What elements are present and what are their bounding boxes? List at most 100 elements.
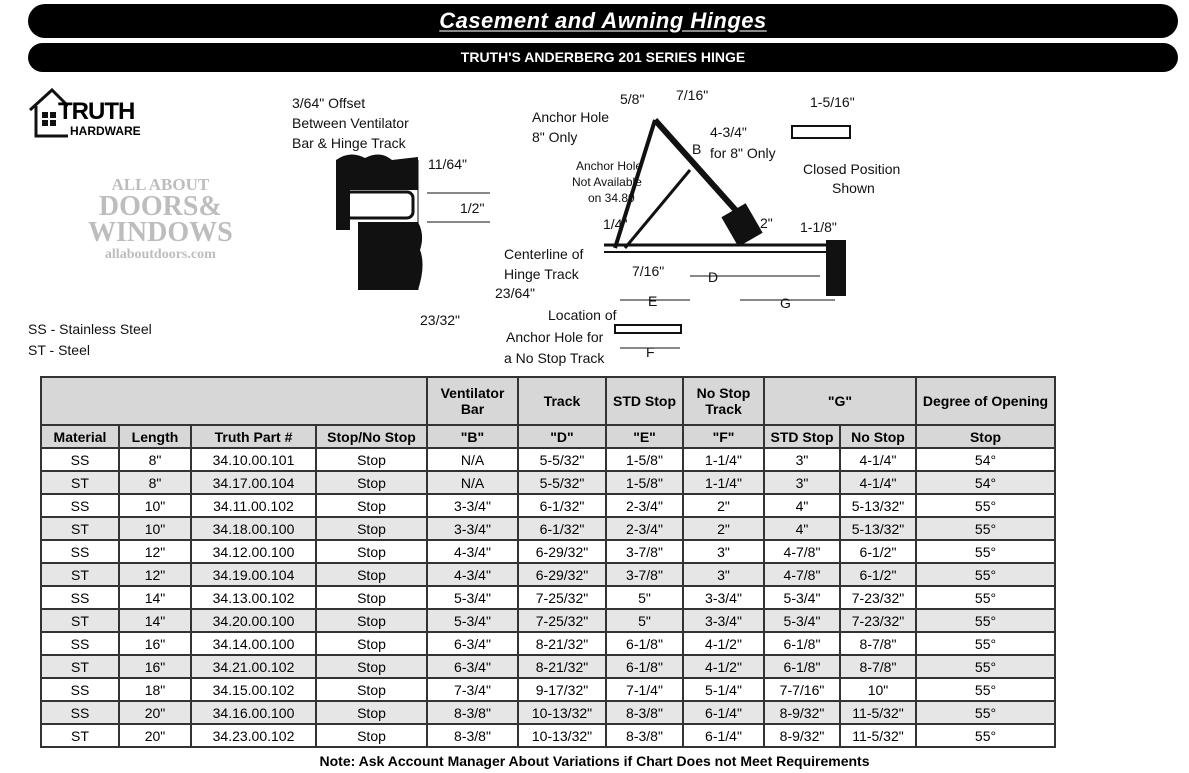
table-cell: Stop xyxy=(315,700,428,725)
table-cell: 34.21.00.102 xyxy=(190,654,317,679)
diagram-label: Bar & Hinge Track xyxy=(292,135,406,151)
table-cell: 4-7/8" xyxy=(763,562,841,587)
table-cell: 3-3/4" xyxy=(426,493,519,518)
diagram-label: 8" Only xyxy=(532,129,578,145)
watermark-line: ALL ABOUT xyxy=(111,175,210,194)
table-cell: 8" xyxy=(118,470,192,495)
column-header: Truth Part # xyxy=(190,424,317,449)
table-cell: 4-1/4" xyxy=(839,470,917,495)
table-cell: N/A xyxy=(426,470,519,495)
diagram-label: 7/16" xyxy=(632,263,665,279)
table-cell: 1-1/4" xyxy=(682,447,765,472)
column-header: "B" xyxy=(426,424,519,449)
table-cell: 10" xyxy=(118,516,192,541)
table-cell: 10" xyxy=(118,493,192,518)
truth-hardware-logo: TRUTH HARDWARE xyxy=(28,88,158,138)
table-cell: 3-3/4" xyxy=(426,516,519,541)
table-cell: 6-1/8" xyxy=(605,631,684,656)
legend-ss: SS - Stainless Steel xyxy=(28,321,152,337)
table-cell: SS xyxy=(40,585,120,610)
diagram-label: 23/64" xyxy=(495,285,536,301)
table-cell: 4-1/4" xyxy=(839,447,917,472)
table-cell: 34.13.00.102 xyxy=(190,585,317,610)
table-cell: SS xyxy=(40,539,120,564)
diagram-label: Shown xyxy=(832,180,875,196)
table-row: ST 8" 34.17.00.104 Stop N/A 5-5/32" 1-5/8" 1-1/… xyxy=(40,470,1056,495)
table-cell: 11-5/32" xyxy=(839,700,917,725)
table-cell: 34.11.00.102 xyxy=(190,493,317,518)
table-cell: 34.12.00.100 xyxy=(190,539,317,564)
table-cell: 11-5/32" xyxy=(839,723,917,748)
table-cell: 55° xyxy=(915,608,1056,633)
table-cell: 2-3/4" xyxy=(605,493,684,518)
group-header: Ventilator Bar xyxy=(426,376,519,426)
table-cell: 3-7/8" xyxy=(605,539,684,564)
table-cell: 6-1/2" xyxy=(839,539,917,564)
table-cell: 5-3/4" xyxy=(426,585,519,610)
table-cell: 3-3/4" xyxy=(682,608,765,633)
table-cell: 55° xyxy=(915,631,1056,656)
table-cell: 8-9/32" xyxy=(763,723,841,748)
column-header: Stop xyxy=(915,424,1056,449)
table-cell: SS xyxy=(40,447,120,472)
table-cell: 4-1/2" xyxy=(682,631,765,656)
diagram-label: E xyxy=(648,293,658,309)
title-banner: Casement and Awning Hinges xyxy=(28,4,1178,38)
table-cell: Stop xyxy=(315,585,428,610)
table-cell: 54° xyxy=(915,470,1056,495)
table-cell: 8-3/8" xyxy=(605,723,684,748)
diagram-label: Anchor Hole xyxy=(576,159,643,173)
table-cell: SS xyxy=(40,493,120,518)
watermark-url: allaboutdoors.com xyxy=(104,247,216,262)
diagram-label: 11/64" xyxy=(428,156,467,172)
table-cell: 14" xyxy=(118,608,192,633)
table-cell: Stop xyxy=(315,470,428,495)
table-cell: 4-1/2" xyxy=(682,654,765,679)
table-cell: 6-29/32" xyxy=(517,562,607,587)
group-header: Track xyxy=(517,376,607,426)
table-cell: 18" xyxy=(118,677,192,702)
table-cell: 4-7/8" xyxy=(763,539,841,564)
table-cell: 55° xyxy=(915,723,1056,748)
table-row: SS 20" 34.16.00.100 Stop 8-3/8" 10-13/32" 8-3/… xyxy=(40,700,1056,725)
diagram-label: 23/32" xyxy=(420,312,461,328)
table-cell: 55° xyxy=(915,539,1056,564)
diagram-label: Anchor Hole xyxy=(532,109,610,125)
table-cell: 55° xyxy=(915,562,1056,587)
diagram-label: 1-1/8" xyxy=(800,219,837,235)
table-cell: Stop xyxy=(315,677,428,702)
table-cell: 3" xyxy=(763,470,841,495)
table-cell: 7-23/32" xyxy=(839,608,917,633)
column-header: Length xyxy=(118,424,192,449)
table-cell: 6-1/2" xyxy=(839,562,917,587)
table-cell: 3-7/8" xyxy=(605,562,684,587)
table-cell: 14" xyxy=(118,585,192,610)
table-cell: 34.19.00.104 xyxy=(190,562,317,587)
watermark: ALL ABOUT DOORS& WINDOWS allaboutdoors.c… xyxy=(88,176,233,264)
table-cell: 2" xyxy=(682,493,765,518)
table-cell: Stop xyxy=(315,516,428,541)
table-cell: 5-13/32" xyxy=(839,516,917,541)
diagram-label: G xyxy=(780,295,791,311)
diagram-label: Between Ventilator xyxy=(292,115,409,131)
table-cell: Stop xyxy=(315,447,428,472)
group-header: "G" xyxy=(763,376,917,426)
table-cell: 34.15.00.102 xyxy=(190,677,317,702)
table-cell: 34.18.00.100 xyxy=(190,516,317,541)
footer-note: Note: Ask Account Manager About Variatio… xyxy=(319,753,870,769)
table-cell: 4" xyxy=(763,516,841,541)
table-cell: 5" xyxy=(605,585,684,610)
table-cell: 5-3/4" xyxy=(763,608,841,633)
diagram-label: 1-5/16" xyxy=(810,94,855,110)
table-row: SS 12" 34.12.00.100 Stop 4-3/4" 6-29/32" 3-7/8… xyxy=(40,539,1056,564)
column-header: "E" xyxy=(605,424,684,449)
table-cell: 55° xyxy=(915,585,1056,610)
table-cell: ST xyxy=(40,723,120,748)
header-blank xyxy=(40,376,428,426)
diagram-label: Hinge Track xyxy=(504,266,579,282)
table-cell: SS xyxy=(40,631,120,656)
table-cell: 6-3/4" xyxy=(426,654,519,679)
table-cell: 7-7/16" xyxy=(763,677,841,702)
table-cell: ST xyxy=(40,516,120,541)
table-cell: Stop xyxy=(315,654,428,679)
